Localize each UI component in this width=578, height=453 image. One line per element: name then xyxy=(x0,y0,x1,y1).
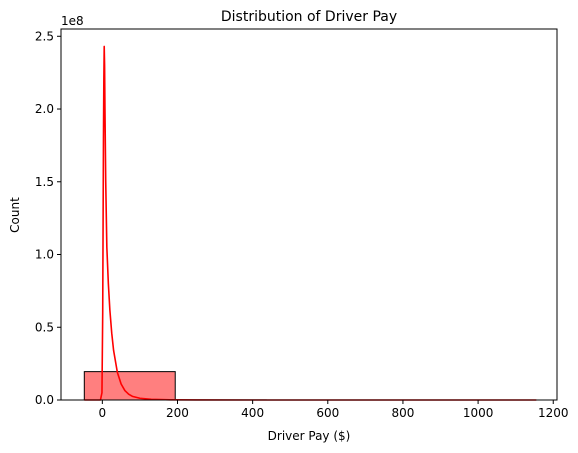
y-tick-label: 0.5 xyxy=(35,320,54,334)
y-tick-label: 1.0 xyxy=(35,248,54,262)
x-tick-label: 1200 xyxy=(538,406,569,420)
y-axis-ticks: 0.0 0.5 1.0 1.5 2.0 2.5 xyxy=(35,29,61,407)
y-tick-label: 2.5 xyxy=(35,29,54,43)
x-axis-ticks: 0 200 400 600 800 1000 1200 xyxy=(99,400,569,420)
x-tick-label: 800 xyxy=(391,406,414,420)
kde-curve xyxy=(84,45,537,401)
y-tick-label: 0.0 xyxy=(35,393,54,407)
x-tick-label: 200 xyxy=(166,406,189,420)
y-tick-label: 2.0 xyxy=(35,102,54,116)
x-axis-label: Driver Pay ($) xyxy=(268,429,351,443)
kde-curve-group xyxy=(84,45,537,401)
y-axis-label: Count xyxy=(8,197,22,233)
x-tick-label: 0 xyxy=(99,406,107,420)
x-tick-label: 400 xyxy=(241,406,264,420)
plot-frame xyxy=(60,28,558,401)
x-tick-label: 600 xyxy=(316,406,339,420)
y-offset-label: 1e8 xyxy=(61,14,84,28)
histogram-bars xyxy=(83,371,267,401)
x-tick-label: 1000 xyxy=(463,406,494,420)
y-tick-label: 1.5 xyxy=(35,175,54,189)
chart-title: Distribution of Driver Pay xyxy=(221,9,397,25)
